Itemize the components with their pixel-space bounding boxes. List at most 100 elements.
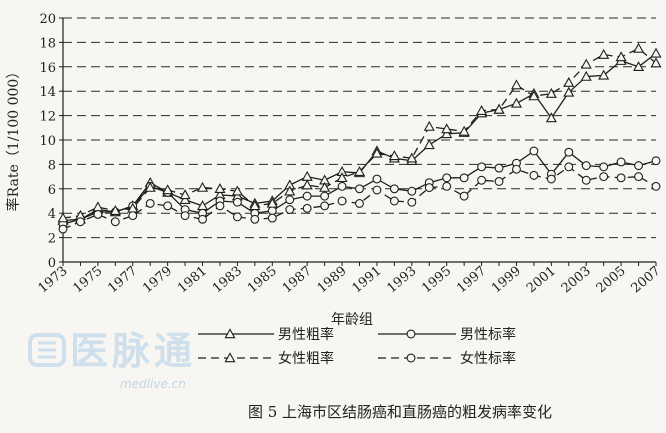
circle-marker	[616, 157, 626, 167]
circle-marker	[372, 185, 382, 195]
watermark-logo-text: 医脉通	[70, 329, 196, 373]
circle-marker	[564, 147, 574, 157]
triangle-marker	[214, 183, 226, 194]
circle-marker	[180, 211, 190, 221]
series-line	[62, 52, 657, 222]
triangle-marker	[301, 170, 313, 181]
triangle-marker	[650, 57, 662, 68]
series	[57, 42, 662, 234]
triangle-marker	[528, 90, 540, 101]
legend-label: 女性标率	[460, 350, 516, 367]
legend-item: 男性粗率	[198, 326, 334, 343]
circle-marker	[424, 183, 434, 193]
circle-marker	[320, 191, 330, 201]
triangle-marker	[336, 172, 348, 183]
triangle-marker	[563, 76, 575, 87]
triangle-marker	[196, 181, 209, 192]
circle-marker	[372, 174, 382, 184]
triangle-marker	[179, 194, 191, 205]
triangle-marker	[476, 104, 488, 115]
x-tick-label: 1977	[105, 264, 140, 297]
circle-marker	[267, 213, 277, 223]
circle-marker	[285, 205, 295, 214]
x-tick-label: 1995	[419, 264, 454, 297]
triangle-marker	[301, 179, 313, 190]
circle-marker	[651, 156, 661, 166]
triangle-marker	[615, 51, 627, 62]
circle-marker	[459, 173, 469, 183]
triangle-marker	[388, 150, 400, 161]
watermark-url: medlive.cn	[120, 377, 186, 391]
y-tick-label: 12	[39, 110, 56, 125]
x-tick-label: 1981	[175, 264, 210, 297]
circle-marker	[616, 173, 626, 183]
circle-marker	[58, 224, 68, 234]
x-tick-label: 1993	[384, 264, 419, 297]
circle-marker	[320, 201, 330, 211]
circle-marker	[163, 201, 173, 211]
triangle-marker	[319, 181, 331, 192]
circle-marker	[337, 196, 347, 206]
triangle-marker	[224, 328, 236, 339]
circle-marker	[494, 163, 504, 173]
circle-marker	[145, 198, 155, 208]
triangle-marker	[144, 181, 156, 192]
triangle-marker	[510, 79, 523, 90]
x-tick-label: 1975	[70, 264, 105, 297]
triangle-marker	[441, 123, 453, 134]
circle-marker	[459, 191, 469, 201]
x-tick-label: 2007	[629, 264, 664, 297]
circle-marker	[232, 212, 242, 222]
watermark-logo-icon	[28, 333, 66, 367]
triangle-marker	[423, 120, 435, 131]
triangle-marker	[57, 212, 69, 223]
circle-marker	[93, 209, 103, 219]
triangle-marker	[633, 61, 645, 72]
x-tick-label: 1999	[489, 264, 524, 297]
watermark: 医脉通 medlive.cn	[28, 329, 196, 391]
circle-marker	[442, 181, 452, 191]
grid	[63, 17, 656, 239]
series-1	[57, 47, 662, 225]
triangle-marker	[510, 97, 523, 108]
triangle-marker	[650, 47, 662, 58]
triangle-marker	[109, 205, 121, 215]
circle-marker	[442, 173, 452, 183]
triangle-marker	[545, 87, 557, 98]
circle-marker	[634, 161, 644, 171]
circle-marker	[529, 146, 539, 156]
y-tick-label: 10	[39, 134, 56, 149]
x-tick-label: 1987	[280, 264, 315, 297]
x-tick-label: 1983	[210, 264, 245, 297]
circle-marker	[651, 181, 661, 191]
circle-marker	[599, 162, 609, 172]
triangle-marker	[545, 112, 557, 123]
circle-marker	[250, 214, 260, 224]
triangle-marker	[266, 197, 278, 208]
y-tick-label: 2	[48, 232, 56, 247]
circle-marker	[110, 217, 120, 227]
triangle-marker	[598, 48, 610, 59]
circle-marker	[564, 162, 574, 172]
circle-marker	[267, 206, 277, 216]
triangle-marker	[493, 103, 505, 114]
triangle-marker	[406, 152, 418, 163]
circle-marker	[302, 203, 312, 213]
circle-marker	[337, 181, 347, 191]
circle-marker	[406, 353, 416, 363]
y-axis-ticks: 0 2 4 6 8 10 12 14 16 18 20	[39, 12, 63, 271]
series-3	[57, 42, 662, 223]
triangle-marker	[371, 147, 383, 158]
x-tick-label: 1991	[350, 264, 385, 297]
circle-marker	[512, 164, 521, 174]
y-tick-label: 8	[48, 158, 56, 173]
x-tick-label: 1979	[140, 264, 175, 297]
triangle-marker	[580, 58, 592, 69]
circle-marker	[355, 184, 364, 194]
y-tick-label: 14	[39, 85, 56, 100]
y-tick-label: 20	[39, 12, 56, 27]
circle-marker	[232, 197, 242, 207]
x-tick-label: 2005	[594, 264, 629, 297]
triangle-marker	[231, 185, 243, 196]
